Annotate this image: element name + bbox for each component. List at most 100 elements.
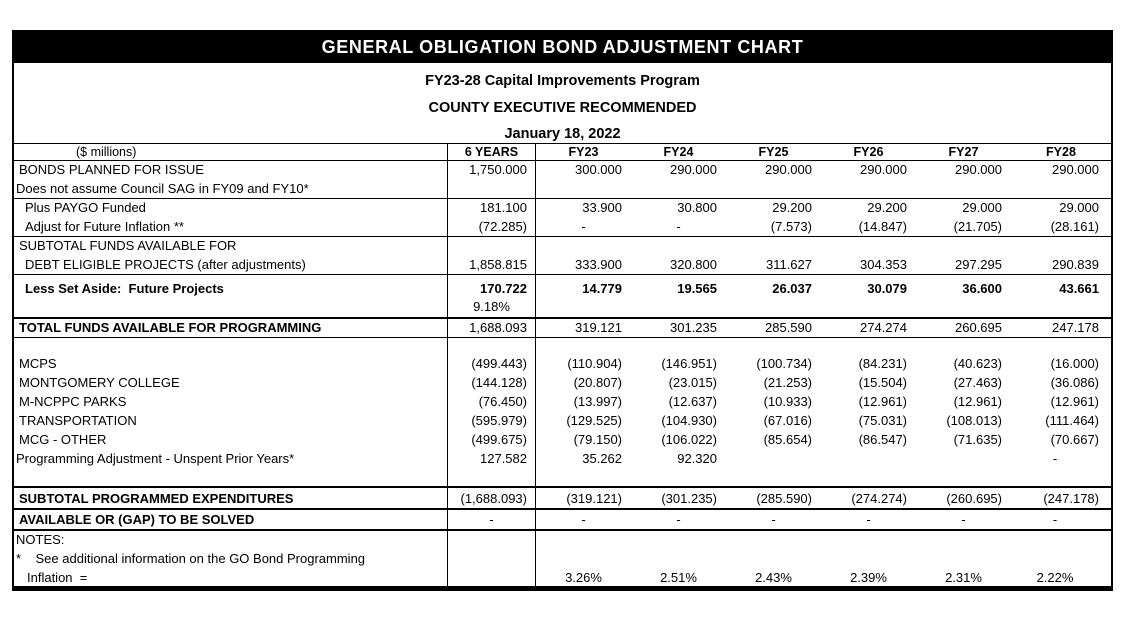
value-cell bbox=[726, 469, 821, 486]
value-cell bbox=[1011, 299, 1111, 317]
value-cell bbox=[631, 531, 726, 550]
value-cell: (108.013) bbox=[946, 413, 1002, 428]
table-row: Less Set Aside: Future Projects 170.722 14… bbox=[14, 275, 1111, 299]
column-header-fy25: FY25 bbox=[758, 145, 789, 159]
table-row: MONTGOMERY COLLEGE (144.128) (20.807) (23.0… bbox=[14, 374, 1111, 393]
value-cell: 30.079 bbox=[867, 281, 907, 296]
value-cell bbox=[1011, 531, 1111, 550]
value-cell: 26.037 bbox=[772, 281, 812, 296]
value-cell: 43.661 bbox=[1059, 281, 1099, 296]
row-label: Less Set Aside: Future Projects bbox=[14, 275, 448, 299]
value-cell: 297.295 bbox=[955, 257, 1002, 272]
value-cell bbox=[726, 299, 821, 317]
value-cell: - bbox=[581, 219, 586, 234]
value-cell: 2.39% bbox=[850, 570, 887, 585]
row-label: SUBTOTAL PROGRAMMED EXPENDITURES bbox=[14, 488, 448, 508]
value-cell: (14.847) bbox=[858, 219, 907, 234]
value-cell: (129.525) bbox=[566, 413, 622, 428]
value-cell bbox=[821, 450, 916, 469]
value-cell: - bbox=[1052, 512, 1058, 527]
value-cell: (86.547) bbox=[858, 432, 907, 447]
value-cell: 320.800 bbox=[670, 257, 717, 272]
value-cell bbox=[1011, 180, 1111, 198]
table-row: SUBTOTAL PROGRAMMED EXPENDITURES (1,688.0… bbox=[14, 488, 1111, 510]
value-cell: (12.961) bbox=[1050, 394, 1099, 409]
column-header-fy27: FY27 bbox=[948, 145, 979, 159]
value-cell bbox=[631, 338, 726, 355]
value-cell: 2.31% bbox=[945, 570, 982, 585]
value-cell bbox=[1011, 550, 1111, 569]
value-cell: (100.734) bbox=[756, 356, 812, 371]
value-cell: (595.979) bbox=[448, 412, 536, 431]
value-cell bbox=[631, 180, 726, 198]
value-cell: (146.951) bbox=[661, 356, 717, 371]
value-cell: 30.800 bbox=[677, 200, 717, 215]
value-cell: 2.51% bbox=[660, 570, 697, 585]
table-row: 9.18% bbox=[14, 299, 1111, 319]
value-cell: 1,750.000 bbox=[448, 161, 536, 180]
row-label: TOTAL FUNDS AVAILABLE FOR PROGRAMMING bbox=[14, 319, 448, 337]
row-label: Does not assume Council SAG in FY09 and … bbox=[14, 180, 448, 198]
table-row: Plus PAYGO Funded 181.100 33.900 30.800 29.2… bbox=[14, 199, 1111, 218]
value-cell bbox=[821, 180, 916, 198]
value-cell: 290.000 bbox=[670, 162, 717, 177]
value-cell bbox=[448, 469, 536, 486]
value-cell: 29.200 bbox=[867, 200, 907, 215]
value-cell bbox=[1011, 237, 1111, 256]
value-cell: (20.807) bbox=[573, 375, 622, 390]
value-cell: - bbox=[1052, 451, 1058, 466]
value-cell: - bbox=[866, 512, 871, 527]
value-cell: 319.121 bbox=[575, 320, 622, 335]
value-cell bbox=[536, 469, 631, 486]
value-cell bbox=[916, 180, 1011, 198]
value-cell: (23.015) bbox=[668, 375, 717, 390]
value-cell: - bbox=[771, 512, 776, 527]
value-cell bbox=[726, 450, 821, 469]
value-cell bbox=[536, 237, 631, 256]
row-label: Adjust for Future Inflation ** bbox=[14, 218, 448, 236]
value-cell bbox=[448, 531, 536, 550]
value-cell: (85.654) bbox=[763, 432, 812, 447]
value-cell: (76.450) bbox=[448, 393, 536, 412]
value-cell: 3.26% bbox=[565, 570, 602, 585]
value-cell bbox=[916, 299, 1011, 317]
value-cell: 29.000 bbox=[1059, 200, 1099, 215]
row-label: MCG - OTHER bbox=[14, 431, 448, 450]
value-cell: (301.235) bbox=[661, 491, 717, 506]
row-label: MONTGOMERY COLLEGE bbox=[14, 374, 448, 393]
value-cell: (16.000) bbox=[1050, 356, 1099, 371]
value-cell: 300.000 bbox=[575, 162, 622, 177]
table-row: * See additional information on the GO B… bbox=[14, 550, 1111, 569]
value-cell: (144.128) bbox=[448, 374, 536, 393]
table-row: Inflation = 3.26% 2.51% 2.43% 2.39% 2.31% 2.22… bbox=[14, 569, 1111, 586]
value-cell bbox=[631, 237, 726, 256]
table-row bbox=[14, 469, 1111, 488]
value-cell: (36.086) bbox=[1050, 375, 1099, 390]
row-label: TRANSPORTATION bbox=[14, 412, 448, 431]
value-cell: (75.031) bbox=[858, 413, 907, 428]
value-cell bbox=[821, 299, 916, 317]
row-label: BONDS PLANNED FOR ISSUE bbox=[14, 161, 448, 180]
value-cell: 290.839 bbox=[1052, 257, 1099, 272]
table-row: MCPS (499.443) (110.904) (146.951) (100.734)… bbox=[14, 355, 1111, 374]
value-cell bbox=[536, 180, 631, 198]
value-cell: (21.705) bbox=[953, 219, 1002, 234]
value-cell bbox=[536, 299, 631, 317]
value-cell: (12.637) bbox=[668, 394, 717, 409]
bond-adjustment-table: GENERAL OBLIGATION BOND ADJUSTMENT CHART… bbox=[12, 30, 1113, 591]
value-cell bbox=[631, 550, 726, 569]
value-cell: (40.623) bbox=[953, 356, 1002, 371]
row-label: MCPS bbox=[14, 355, 448, 374]
value-cell: (21.253) bbox=[763, 375, 812, 390]
value-cell bbox=[916, 338, 1011, 355]
value-cell: (28.161) bbox=[1050, 219, 1099, 234]
column-header-row: ($ millions) 6 YEARS FY23 FY24 FY25 FY26… bbox=[14, 143, 1111, 161]
value-cell bbox=[448, 338, 536, 355]
value-cell bbox=[448, 180, 536, 198]
row-label: * See additional information on the GO B… bbox=[14, 550, 448, 569]
table-row: MCG - OTHER (499.675) (79.150) (106.022) (85… bbox=[14, 431, 1111, 450]
value-cell bbox=[448, 237, 536, 256]
table-row: AVAILABLE OR (GAP) TO BE SOLVED - - - - - - - bbox=[14, 510, 1111, 531]
value-cell: (67.016) bbox=[763, 413, 812, 428]
